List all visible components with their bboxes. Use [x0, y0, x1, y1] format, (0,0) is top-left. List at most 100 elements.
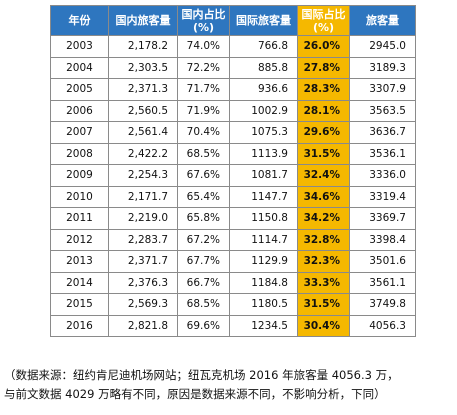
cell-total-passengers: 3536.1 [349, 142, 416, 165]
table-row: 2012 2,283.7 67.2% 1114.7 32.8% 3398.4 [50, 228, 416, 251]
table-row: 2015 2,569.3 68.5% 1180.5 31.5% 3749.8 [50, 293, 416, 316]
cell-domestic-passengers: 2,303.5 [108, 56, 178, 79]
cell-international-share: 34.6% [297, 185, 350, 208]
cell-year: 2005 [50, 78, 109, 101]
cell-domestic-passengers: 2,569.3 [108, 293, 178, 316]
table-row: 2004 2,303.5 72.2% 885.8 27.8% 3189.3 [50, 56, 416, 79]
cell-international-passengers: 1234.5 [229, 314, 298, 337]
cell-domestic-share: 66.7% [177, 271, 230, 294]
cell-domestic-share: 72.2% [177, 56, 230, 79]
cell-international-share: 32.8% [297, 228, 350, 251]
cell-international-passengers: 1150.8 [229, 207, 298, 230]
cell-domestic-share: 71.9% [177, 99, 230, 122]
cell-year: 2014 [50, 271, 109, 294]
cell-total-passengers: 3319.4 [349, 185, 416, 208]
passenger-table: 年份 国内旅客量 国内占比 (%) 国际旅客量 国际占比 (%) 旅客量 2003 2,178.… [50, 5, 416, 337]
cell-international-passengers: 1114.7 [229, 228, 298, 251]
cell-international-share: 34.2% [297, 207, 350, 230]
cell-international-passengers: 1184.8 [229, 271, 298, 294]
cell-domestic-passengers: 2,254.3 [108, 164, 178, 187]
header-international-passengers: 国际旅客量 [229, 5, 298, 36]
table-body: 2003 2,178.2 74.0% 766.8 26.0% 2945.0 2004 2,30… [50, 35, 416, 337]
cell-year: 2010 [50, 185, 109, 208]
cell-domestic-share: 67.6% [177, 164, 230, 187]
table-row: 2014 2,376.3 66.7% 1184.8 33.3% 3561.1 [50, 271, 416, 294]
cell-total-passengers: 4056.3 [349, 314, 416, 337]
cell-total-passengers: 3369.7 [349, 207, 416, 230]
cell-domestic-passengers: 2,821.8 [108, 314, 178, 337]
table-row: 2003 2,178.2 74.0% 766.8 26.0% 2945.0 [50, 35, 416, 58]
cell-domestic-passengers: 2,422.2 [108, 142, 178, 165]
table-row: 2011 2,219.0 65.8% 1150.8 34.2% 3369.7 [50, 207, 416, 230]
cell-total-passengers: 2945.0 [349, 35, 416, 58]
cell-total-passengers: 3307.9 [349, 78, 416, 101]
cell-domestic-share: 65.8% [177, 207, 230, 230]
table-row: 2016 2,821.8 69.6% 1234.5 30.4% 4056.3 [50, 314, 416, 337]
cell-domestic-share: 68.5% [177, 142, 230, 165]
cell-domestic-share: 68.5% [177, 293, 230, 316]
header-row: 年份 国内旅客量 国内占比 (%) 国际旅客量 国际占比 (%) 旅客量 [50, 5, 416, 36]
cell-international-passengers: 1129.9 [229, 250, 298, 273]
cell-international-passengers: 936.6 [229, 78, 298, 101]
cell-domestic-share: 71.7% [177, 78, 230, 101]
cell-total-passengers: 3336.0 [349, 164, 416, 187]
table-row: 2007 2,561.4 70.4% 1075.3 29.6% 3636.7 [50, 121, 416, 144]
cell-year: 2012 [50, 228, 109, 251]
table-row: 2008 2,422.2 68.5% 1113.9 31.5% 3536.1 [50, 142, 416, 165]
cell-total-passengers: 3189.3 [349, 56, 416, 79]
table-row: 2013 2,371.7 67.7% 1129.9 32.3% 3501.6 [50, 250, 416, 273]
cell-international-share: 26.0% [297, 35, 350, 58]
cell-domestic-share: 70.4% [177, 121, 230, 144]
cell-total-passengers: 3398.4 [349, 228, 416, 251]
cell-international-passengers: 1075.3 [229, 121, 298, 144]
header-international-share: 国际占比 (%) [297, 5, 350, 36]
cell-domestic-passengers: 2,561.4 [108, 121, 178, 144]
cell-international-share: 31.5% [297, 142, 350, 165]
cell-international-passengers: 1180.5 [229, 293, 298, 316]
cell-international-share: 33.3% [297, 271, 350, 294]
cell-international-passengers: 1002.9 [229, 99, 298, 122]
source-note-line-2: 与前文数据 4029 万略有不同，原因是数据来源不同，不影响分析，下同） [4, 387, 386, 401]
cell-international-share: 30.4% [297, 314, 350, 337]
cell-international-share: 27.8% [297, 56, 350, 79]
cell-year: 2016 [50, 314, 109, 337]
cell-total-passengers: 3749.8 [349, 293, 416, 316]
cell-domestic-share: 74.0% [177, 35, 230, 58]
cell-domestic-passengers: 2,171.7 [108, 185, 178, 208]
cell-total-passengers: 3636.7 [349, 121, 416, 144]
cell-total-passengers: 3561.1 [349, 271, 416, 294]
cell-international-passengers: 1113.9 [229, 142, 298, 165]
table-row: 2009 2,254.3 67.6% 1081.7 32.4% 3336.0 [50, 164, 416, 187]
cell-year: 2006 [50, 99, 109, 122]
cell-domestic-share: 69.6% [177, 314, 230, 337]
cell-domestic-share: 67.2% [177, 228, 230, 251]
cell-domestic-passengers: 2,178.2 [108, 35, 178, 58]
cell-year: 2008 [50, 142, 109, 165]
header-domestic-passengers: 国内旅客量 [108, 5, 178, 36]
cell-domestic-passengers: 2,283.7 [108, 228, 178, 251]
cell-domestic-passengers: 2,219.0 [108, 207, 178, 230]
cell-year: 2007 [50, 121, 109, 144]
cell-international-share: 29.6% [297, 121, 350, 144]
cell-year: 2009 [50, 164, 109, 187]
cell-domestic-share: 65.4% [177, 185, 230, 208]
cell-total-passengers: 3501.6 [349, 250, 416, 273]
cell-domestic-passengers: 2,371.7 [108, 250, 178, 273]
cell-international-passengers: 885.8 [229, 56, 298, 79]
cell-international-share: 28.3% [297, 78, 350, 101]
cell-international-passengers: 766.8 [229, 35, 298, 58]
source-note-line-1: （数据来源：纽约肯尼迪机场网站；纽瓦克机场 2016 年旅客量 4056.3 万… [4, 368, 399, 382]
cell-international-passengers: 1081.7 [229, 164, 298, 187]
cell-year: 2015 [50, 293, 109, 316]
cell-year: 2004 [50, 56, 109, 79]
cell-year: 2011 [50, 207, 109, 230]
source-note: （数据来源：纽约肯尼迪机场网站；纽瓦克机场 2016 年旅客量 4056.3 万… [4, 366, 456, 404]
cell-international-passengers: 1147.7 [229, 185, 298, 208]
cell-domestic-passengers: 2,560.5 [108, 99, 178, 122]
cell-total-passengers: 3563.5 [349, 99, 416, 122]
cell-domestic-passengers: 2,371.3 [108, 78, 178, 101]
header-year: 年份 [50, 5, 109, 36]
cell-year: 2013 [50, 250, 109, 273]
cell-year: 2003 [50, 35, 109, 58]
